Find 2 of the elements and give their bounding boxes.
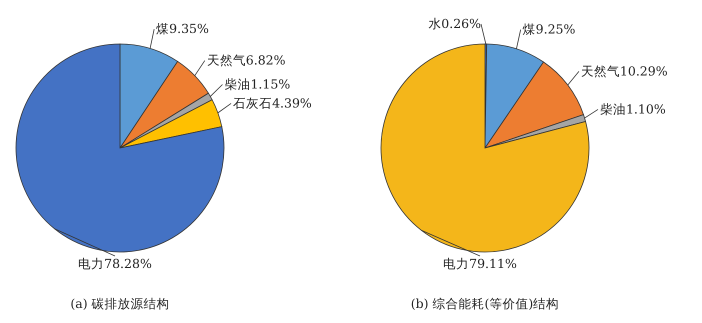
text: (a) 碳排放源结构 bbox=[70, 296, 170, 311]
text: (b) 综合能耗(等价值)结构 bbox=[410, 296, 560, 311]
